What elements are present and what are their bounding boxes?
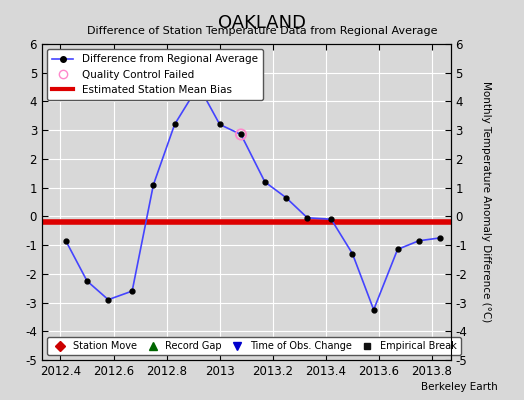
Point [237, 131, 245, 138]
Text: OAKLAND: OAKLAND [218, 14, 306, 32]
Text: Berkeley Earth: Berkeley Earth [421, 382, 498, 392]
Legend: Station Move, Record Gap, Time of Obs. Change, Empirical Break: Station Move, Record Gap, Time of Obs. C… [47, 337, 461, 355]
Text: Difference of Station Temperature Data from Regional Average: Difference of Station Temperature Data f… [87, 26, 437, 36]
Y-axis label: Monthly Temperature Anomaly Difference (°C): Monthly Temperature Anomaly Difference (… [481, 81, 492, 323]
